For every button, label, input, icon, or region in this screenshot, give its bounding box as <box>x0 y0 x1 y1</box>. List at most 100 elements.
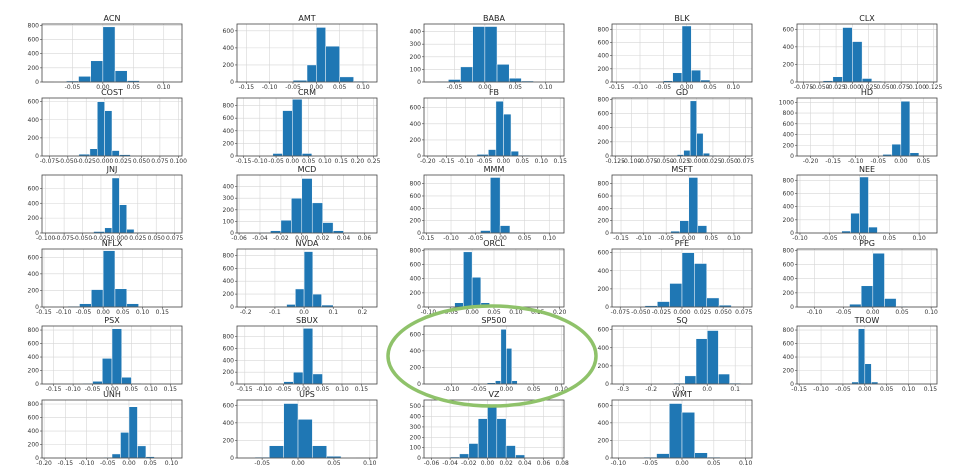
chart-title: CRM <box>298 88 316 97</box>
histogram-bar <box>868 226 878 234</box>
y-tick-label: 100 <box>410 66 422 73</box>
histogram-bar <box>669 283 683 308</box>
x-tick-label: 0.05 <box>327 460 341 467</box>
x-tick-label: 0.00 <box>894 158 908 165</box>
y-tick-label: 300 <box>410 41 422 48</box>
y-tick-label: 600 <box>783 341 795 348</box>
y-tick-label: 600 <box>28 37 40 44</box>
histogram-bar <box>111 328 122 385</box>
histogram-bar <box>102 26 116 83</box>
histogram-jnj: JNJ-0.100 -0.075 -0.050 -0.025 0.000 0.025 0.0… <box>28 165 184 242</box>
x-tick-label: 0.10 <box>739 460 753 467</box>
histogram-bar <box>119 204 127 234</box>
histogram-bar <box>111 453 121 459</box>
x-tick-label: 0.00 <box>853 235 867 242</box>
histogram-mcd: MCD -0.06 -0.04 -0.02 0.00 0.02 0.04 0.06 0 100 20… <box>223 165 378 242</box>
y-tick-label: 0 <box>605 455 609 462</box>
y-tick-label: 400 <box>598 205 610 212</box>
chart-title: JNJ <box>106 165 118 174</box>
histogram-bar <box>891 143 902 157</box>
y-tick-label: 0 <box>417 455 421 462</box>
histogram-nee: NEE -0.10 -0.05 0.00 0.05 0.10 0 200 400 600 800 <box>783 165 938 242</box>
histogram-bar <box>302 328 314 385</box>
histogram-bar <box>91 289 104 308</box>
x-tick-label: -0.10 <box>79 460 95 467</box>
histogram-mmm: MMM -0.15 -0.10 -0.05 0.00 0.05 0.10 0 200 400 600… <box>410 165 565 242</box>
y-tick-label: 400 <box>223 278 235 285</box>
histogram-trow: TROW -0.15 -0.10 -0.05 0.00 0.05 0.10 0.15 0 200 4… <box>783 316 938 393</box>
y-tick-label: 400 <box>28 117 40 124</box>
y-tick-label: 0 <box>790 230 794 237</box>
x-tick-label: 0.025 <box>704 158 721 165</box>
axes-frame <box>236 23 378 83</box>
histogram-bar <box>301 178 313 234</box>
y-tick-label: 0 <box>230 79 234 86</box>
histogram-bar <box>472 26 486 83</box>
x-tick-label: -0.15 <box>58 460 74 467</box>
x-tick-label: 0.10 <box>727 84 741 91</box>
x-tick-label: -0.075 <box>54 235 74 242</box>
x-tick-label: -0.075 <box>611 309 631 316</box>
y-tick-label: 200 <box>410 137 422 144</box>
histogram-cost: COST -0.075 -0.050 -0.025 0.000 0.025 0.050 0.0… <box>28 88 188 165</box>
chart-title: PSX <box>104 316 120 325</box>
x-tick-label: -0.10 <box>792 235 808 242</box>
x-tick-label: 0.05 <box>127 84 141 91</box>
chart-title: COST <box>101 88 123 97</box>
y-tick-label: 0 <box>230 230 234 237</box>
y-tick-label: 400 <box>598 345 610 352</box>
chart-title: FB <box>489 88 499 97</box>
x-tick-label: 0.025 <box>114 158 131 165</box>
x-tick-label: -0.15 <box>46 386 62 393</box>
y-tick-label: 800 <box>223 103 235 110</box>
histogram-acn: ACN -0.05 0.00 0.05 0.10 0 200 400 600 800 <box>28 14 183 91</box>
chart-title: NEE <box>859 165 875 174</box>
x-tick-label: 0.0 <box>299 309 309 316</box>
y-tick-label: 600 <box>223 402 235 409</box>
y-tick-label: 200 <box>410 218 422 225</box>
histogram-bar <box>499 225 511 234</box>
histogram-bar <box>102 358 113 385</box>
histogram-bar <box>312 445 327 459</box>
x-tick-label: -0.10 <box>256 386 272 393</box>
y-tick-label: 800 <box>28 401 40 408</box>
y-tick-label: 600 <box>223 345 235 352</box>
x-tick-label: 0.050 <box>721 158 738 165</box>
chart-title: NVDA <box>296 239 319 248</box>
x-tick-label: 0.075 <box>737 158 754 165</box>
y-tick-label: 200 <box>410 290 422 297</box>
x-tick-label: 0.00 <box>96 309 110 316</box>
histogram-bar <box>669 403 683 459</box>
x-tick-label: -0.025 <box>671 158 691 165</box>
x-tick-label: -0.05 <box>656 84 672 91</box>
x-tick-label: 0.1 <box>730 386 740 393</box>
histogram-bar <box>697 225 708 234</box>
x-tick-label: 0.00 <box>478 84 492 91</box>
x-tick-label: 0.15 <box>554 158 568 165</box>
histogram-bar <box>312 293 322 308</box>
axes-frame <box>236 325 378 385</box>
x-tick-label: -0.06 <box>424 460 440 467</box>
y-tick-label: 0 <box>605 79 609 86</box>
y-tick-label: 300 <box>410 424 422 431</box>
histogram-bar <box>468 443 479 459</box>
x-tick-label: -0.100 <box>622 158 642 165</box>
y-tick-label: 800 <box>783 247 795 254</box>
x-tick-label: -0.10 <box>813 386 829 393</box>
y-tick-label: 400 <box>223 45 235 52</box>
y-tick-label: 0 <box>605 381 609 388</box>
histogram-bar <box>503 113 512 157</box>
x-tick-label: -0.075 <box>40 158 60 165</box>
histogram-bar <box>120 432 130 459</box>
y-tick-label: 600 <box>783 121 795 128</box>
histogram-bar <box>137 445 147 459</box>
x-tick-label: 0.20 <box>351 158 365 165</box>
x-tick-label: 0.05 <box>703 84 717 91</box>
x-tick-label: -0.15 <box>791 386 807 393</box>
y-tick-label: 800 <box>783 327 795 334</box>
y-tick-label: 600 <box>28 341 40 348</box>
y-tick-label: 0 <box>35 304 39 311</box>
y-tick-label: 400 <box>783 354 795 361</box>
histogram-sq: SQ -0.3 -0.2 -0.1 0.0 0.1 0 200 400 600 <box>598 316 753 393</box>
y-tick-label: 600 <box>223 28 235 35</box>
